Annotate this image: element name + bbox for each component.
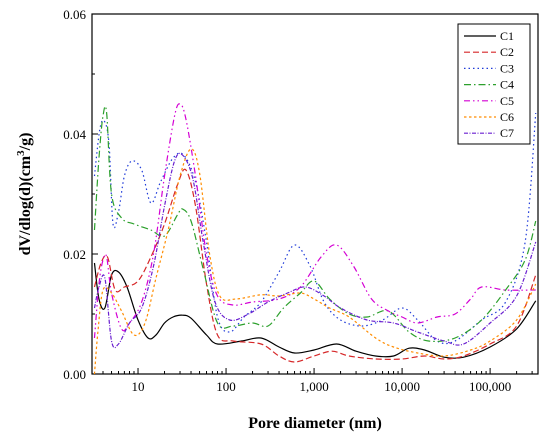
series-line-c1 bbox=[93, 262, 537, 359]
series-line-c5 bbox=[93, 103, 536, 339]
legend: C1 C2 C3 C4 C5 C6 C7 bbox=[457, 23, 531, 145]
legend-label-c2: C2 bbox=[500, 45, 514, 59]
y-tick-label: 0.04 bbox=[63, 127, 86, 142]
x-axis: 10 100 1,000 10,000 100,000 bbox=[91, 368, 533, 394]
y-tick-label: 0.06 bbox=[63, 7, 86, 22]
series-lines bbox=[93, 103, 537, 374]
y-axis: 0.00 0.02 0.04 0.06 bbox=[63, 7, 98, 382]
legend-label-c6: C6 bbox=[500, 110, 514, 124]
series-line-c7 bbox=[93, 152, 537, 349]
legend-label-c1: C1 bbox=[500, 29, 514, 43]
series-line-c4 bbox=[93, 105, 537, 343]
legend-label-c3: C3 bbox=[500, 61, 514, 75]
series-line-c2 bbox=[93, 168, 537, 363]
y-tick-label: 0.02 bbox=[63, 247, 86, 262]
x-tick-label: 100 bbox=[216, 379, 236, 394]
y-tick-label: 0.00 bbox=[63, 367, 86, 382]
x-tick-label: 10 bbox=[132, 379, 145, 394]
x-axis-title: Pore diameter (nm) bbox=[248, 415, 382, 432]
y-axis-title-part-1: dV/dlog(d)(cm bbox=[17, 155, 34, 255]
y-axis-title-superscript: 3 bbox=[15, 150, 27, 156]
legend-label-c5: C5 bbox=[500, 94, 514, 108]
legend-label-c4: C4 bbox=[500, 78, 514, 92]
y-axis-title-part-2: /g) bbox=[17, 133, 34, 152]
x-tick-label: 1,000 bbox=[299, 379, 328, 394]
series-line-c3 bbox=[93, 112, 537, 345]
legend-label-c7: C7 bbox=[500, 126, 514, 140]
x-tick-label: 100,000 bbox=[469, 379, 511, 394]
series-line-c6 bbox=[93, 148, 537, 374]
x-tick-label: 10,000 bbox=[384, 379, 420, 394]
y-axis-title: dV/dlog(d)(cm3/g) bbox=[15, 133, 34, 256]
